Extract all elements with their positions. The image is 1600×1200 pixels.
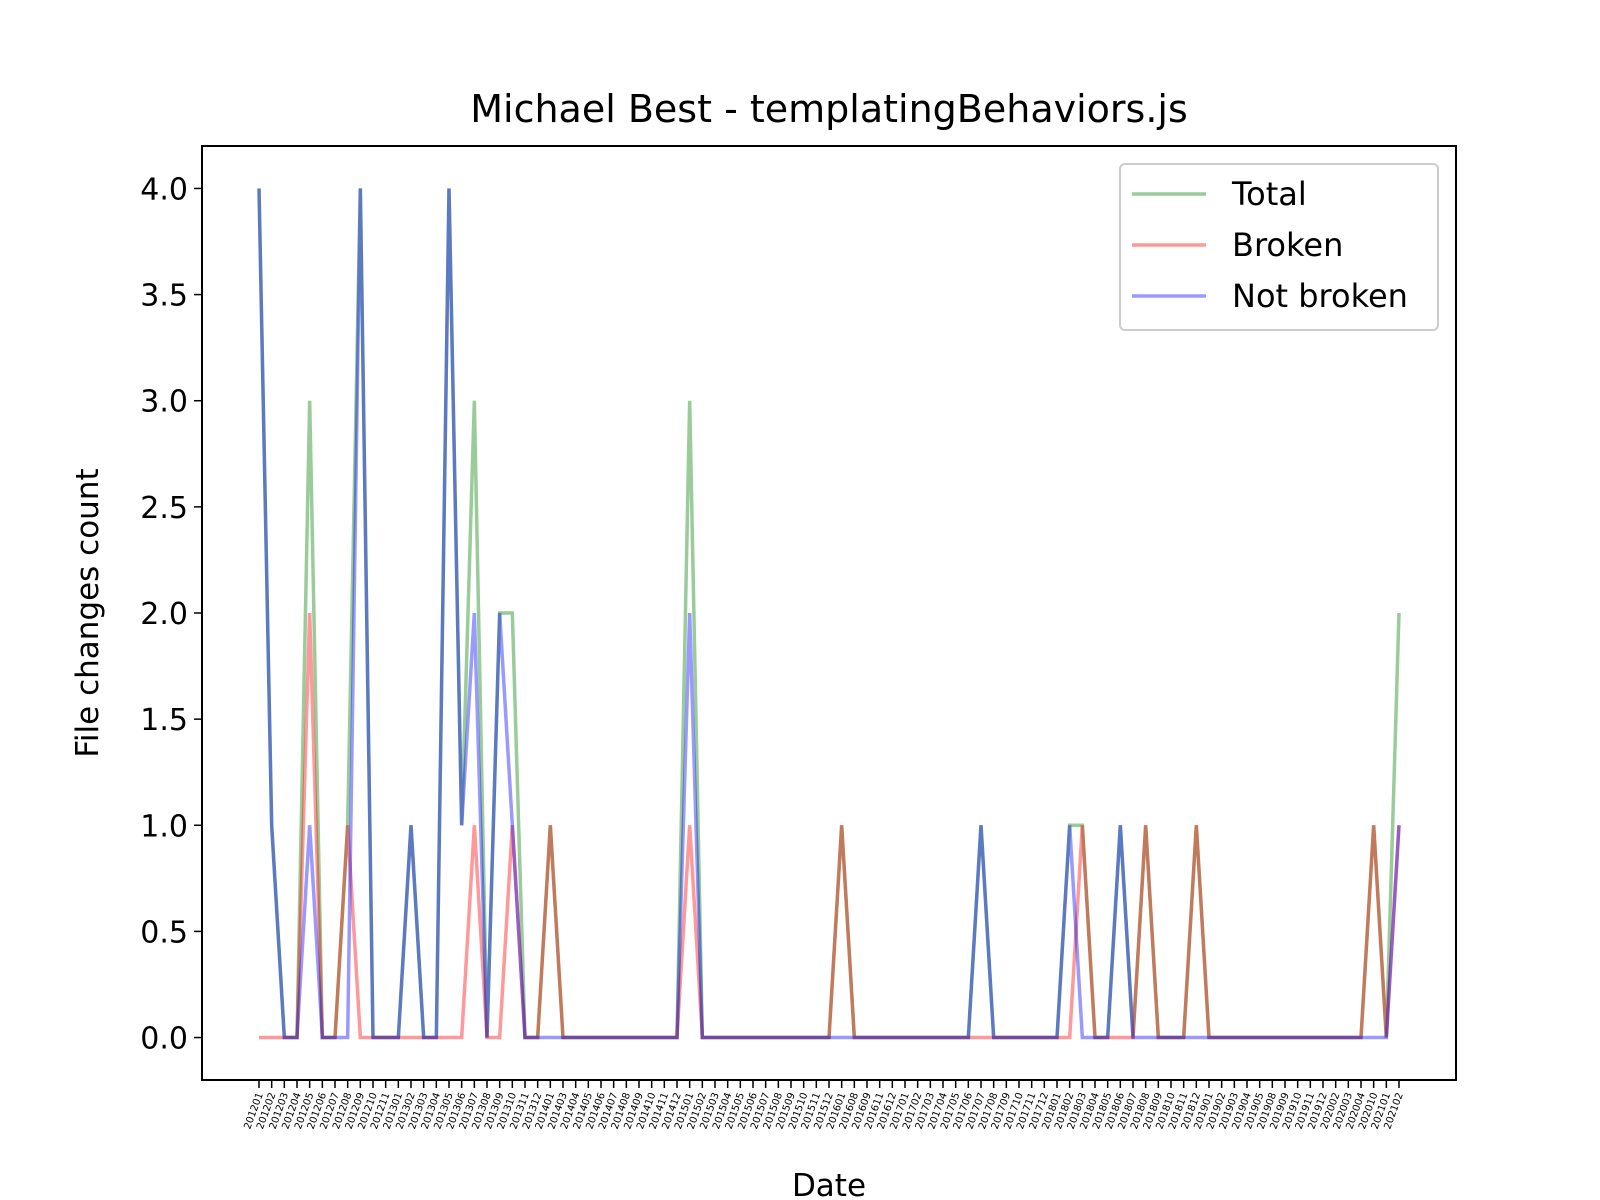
y-tick-label: 1.5 (140, 703, 188, 738)
y-tick-label: 3.0 (140, 385, 188, 420)
x-axis-label: Date (792, 1168, 866, 1200)
y-tick-label: 3.5 (140, 279, 188, 314)
legend-label: Total (1231, 175, 1307, 213)
y-tick-label: 0.5 (140, 915, 188, 950)
legend-label: Not broken (1232, 277, 1408, 315)
series-line (257, 188, 1401, 1040)
y-tick-label: 4.0 (140, 172, 188, 207)
legend-label: Broken (1232, 226, 1343, 264)
y-axis-label: File changes count (70, 468, 106, 757)
y-tick-label: 1.0 (140, 809, 188, 844)
chart-title: Michael Best - templatingBehaviors.js (470, 87, 1188, 131)
series-line (259, 612, 1401, 1040)
y-tick-label: 2.5 (140, 491, 188, 526)
y-tick-label: 0.0 (140, 1022, 188, 1057)
plot-frame (201, 145, 1457, 1081)
legend-box (1119, 163, 1439, 331)
y-tick-label: 2.0 (140, 597, 188, 632)
series-line (257, 188, 1401, 1040)
